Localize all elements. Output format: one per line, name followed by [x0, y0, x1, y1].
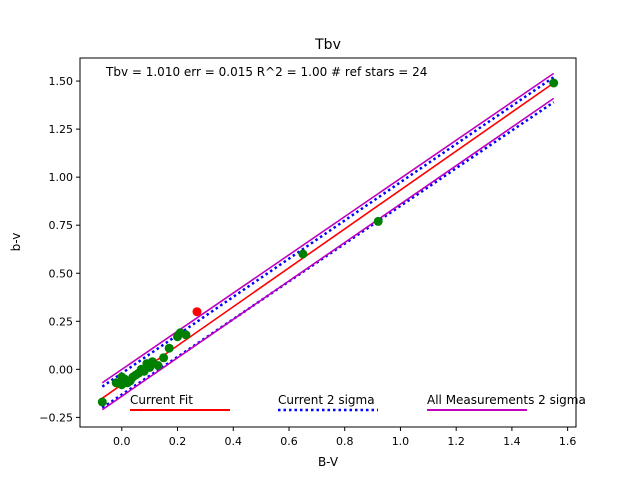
- points-layer: [97, 78, 559, 407]
- x-tick-label-2: 0.4: [225, 435, 243, 448]
- data-point-20: [181, 330, 191, 340]
- data-point-23: [549, 78, 559, 88]
- y-tick-label-0: −0.25: [39, 411, 73, 424]
- y-tick-label-5: 1.00: [49, 171, 74, 184]
- series-line-4: [101, 97, 555, 411]
- x-tick-label-5: 1.0: [392, 435, 410, 448]
- y-tick-label-3: 0.50: [49, 267, 74, 280]
- legend: Current Fit Current 2 sigma All Measuremen…: [130, 393, 586, 412]
- legend-label-1: Current 2 sigma: [278, 393, 375, 407]
- data-point-17: [164, 343, 174, 353]
- x-tick-label-7: 1.4: [503, 435, 521, 448]
- y-tick-label-1: 0.00: [49, 363, 74, 376]
- x-tick-label-6: 1.2: [447, 435, 465, 448]
- fit-statistics-annotation: Tbv = 1.010 err = 0.015 R^2 = 1.00 # ref…: [105, 65, 427, 79]
- x-tick-label-3: 0.6: [280, 435, 298, 448]
- y-axis-label: b-v: [9, 233, 23, 252]
- series-line-1: [101, 76, 555, 388]
- series-line-3: [101, 72, 555, 384]
- x-tick-label-4: 0.8: [336, 435, 354, 448]
- y-tick-label-4: 0.75: [49, 219, 74, 232]
- x-tick-label-1: 0.2: [169, 435, 187, 448]
- y-axis: −0.25 0.00 0.25 0.50 0.75 1.00 1.25 1.50: [39, 75, 80, 424]
- chart-title: Tbv: [314, 37, 341, 53]
- series-layer: [101, 72, 555, 411]
- data-point-16: [159, 353, 169, 363]
- legend-label-2: All Measurements 2 sigma: [427, 393, 586, 407]
- legend-label-0: Current Fit: [130, 393, 193, 407]
- data-point-22: [373, 216, 383, 226]
- y-tick-label-2: 0.25: [49, 315, 74, 328]
- x-tick-label-8: 1.6: [559, 435, 577, 448]
- data-point-0: [97, 397, 107, 407]
- data-point-15: [153, 361, 163, 370]
- y-tick-label-7: 1.50: [49, 75, 74, 88]
- x-axis-label: B-V: [318, 455, 339, 469]
- x-axis: 0.0 0.2 0.4 0.6 0.8 1.0 1.2 1.4 1.6: [113, 427, 576, 448]
- y-tick-label-6: 1.25: [49, 123, 74, 136]
- data-point-21: [298, 249, 308, 259]
- x-tick-label-0: 0.0: [113, 435, 131, 448]
- outlier-point-0: [192, 307, 202, 317]
- plot-frame: [79, 57, 577, 428]
- series-line-0: [101, 82, 555, 399]
